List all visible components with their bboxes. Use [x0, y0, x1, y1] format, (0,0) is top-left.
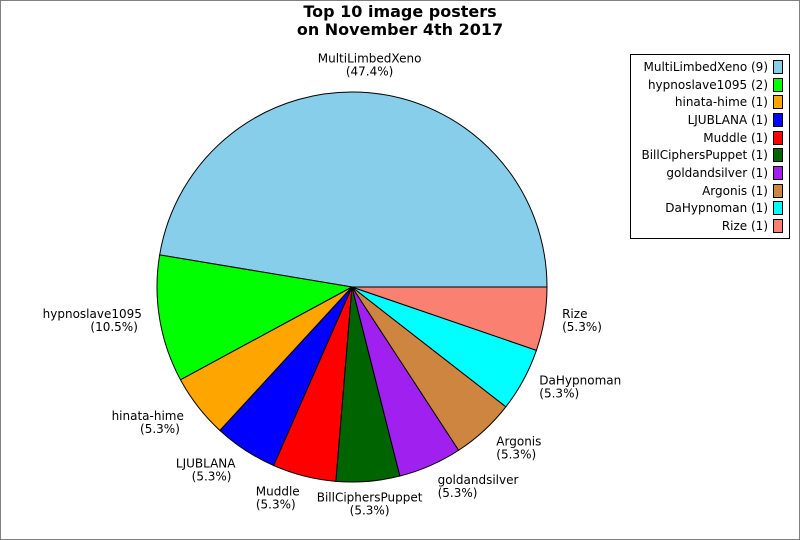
legend-item-argonis: Argonis (1) — [635, 182, 783, 200]
chart-title-line-1: Top 10 image posters — [303, 2, 497, 21]
legend-item-label: Argonis (1) — [702, 183, 768, 198]
slice-label-muddle: Muddle(5.3%) — [256, 485, 300, 512]
slice-label-percent: (47.4%) — [346, 65, 393, 79]
legend-item-hypnoslave1095: hypnoslave1095 (2) — [635, 76, 783, 94]
legend-swatch — [773, 183, 783, 198]
legend-swatch — [773, 95, 783, 110]
slice-label-percent: (5.3%) — [350, 503, 390, 517]
legend-swatch — [773, 112, 783, 127]
legend-item-multilimbedxeno: MultiLimbedXeno (9) — [635, 58, 783, 76]
legend-swatch — [773, 165, 783, 180]
legend-item-label: LJUBLANA (1) — [687, 112, 768, 127]
legend-swatch — [773, 148, 783, 163]
legend-item-rize: Rize (1) — [635, 217, 783, 235]
slice-label-goldandsilver: goldandsilver(5.3%) — [438, 473, 519, 500]
legend-swatch — [773, 201, 783, 216]
legend-item-label: Muddle (1) — [703, 130, 768, 145]
slice-label-percent: (5.3%) — [140, 422, 180, 436]
slice-label-billcipherspuppet: BillCiphersPuppet(5.3%) — [317, 490, 423, 517]
slice-label-name: DaHypnoman — [539, 373, 621, 387]
slice-label-percent: (5.3%) — [438, 486, 478, 500]
slice-label-dahypnoman: DaHypnoman(5.3%) — [539, 373, 621, 400]
legend-item-label: hypnoslave1095 (2) — [647, 77, 768, 92]
slice-label-percent: (5.3%) — [496, 448, 536, 462]
slice-label-name: Rize — [562, 307, 587, 321]
slice-label-name: BillCiphersPuppet — [317, 490, 423, 504]
slice-label-name: hinata-hime — [112, 409, 184, 423]
slice-label-name: hypnoslave1095 — [43, 307, 142, 321]
slice-label-multilimbedxeno: MultiLimbedXeno(47.4%) — [318, 52, 422, 79]
slice-label-percent: (5.3%) — [539, 386, 579, 400]
slice-label-hinata-hime: hinata-hime(5.3%) — [112, 409, 184, 436]
slice-label-percent: (10.5%) — [90, 320, 137, 334]
legend-item-label: DaHypnoman (1) — [665, 201, 768, 216]
slice-label-name: goldandsilver — [438, 473, 519, 487]
legend-item-hinata-hime: hinata-hime (1) — [635, 93, 783, 111]
slice-label-hypnoslave1095: hypnoslave1095(10.5%) — [43, 307, 142, 334]
chart-title-line-2: on November 4th 2017 — [296, 20, 504, 39]
slice-label-name: MultiLimbedXeno — [318, 52, 422, 66]
legend-swatch — [773, 59, 783, 74]
pie-slice-rize — [351, 286, 548, 351]
slice-label-name: Muddle — [256, 485, 300, 499]
slice-label-argonis: Argonis(5.3%) — [496, 435, 541, 462]
slice-label-ljublana: LJUBLANA(5.3%) — [176, 456, 236, 483]
pie-slice-hypnoslave1095 — [156, 254, 354, 381]
legend-item-label: BillCiphersPuppet (1) — [641, 148, 768, 163]
legend-item-muddle: Muddle (1) — [635, 129, 783, 147]
legend-item-label: Rize (1) — [721, 219, 768, 234]
slice-label-rize: Rize(5.3%) — [562, 307, 602, 334]
legend-item-ljublana: LJUBLANA (1) — [635, 111, 783, 129]
legend-item-goldandsilver: goldandsilver (1) — [635, 164, 783, 182]
legend-item-label: MultiLimbedXeno (9) — [643, 59, 768, 74]
legend-swatch — [773, 219, 783, 234]
legend-swatch — [773, 130, 783, 145]
slice-label-percent: (5.3%) — [256, 498, 296, 512]
slice-label-name: LJUBLANA — [176, 456, 236, 470]
legend-item-label: hinata-hime (1) — [674, 95, 768, 110]
legend-item-dahypnoman: DaHypnoman (1) — [635, 200, 783, 218]
legend-swatch — [773, 77, 783, 92]
legend-item-billcipherspuppet: BillCiphersPuppet (1) — [635, 146, 783, 164]
slice-label-percent: (5.3%) — [192, 469, 232, 483]
chart-title: Top 10 image posters on November 4th 201… — [1, 3, 799, 39]
pie-slice-multilimbedxeno — [159, 91, 548, 288]
slice-label-name: Argonis — [496, 435, 541, 449]
legend-item-label: goldandsilver (1) — [666, 165, 768, 180]
slice-label-percent: (5.3%) — [562, 320, 602, 334]
legend: MultiLimbedXeno (9) hypnoslave1095 (2) hin… — [630, 54, 790, 239]
